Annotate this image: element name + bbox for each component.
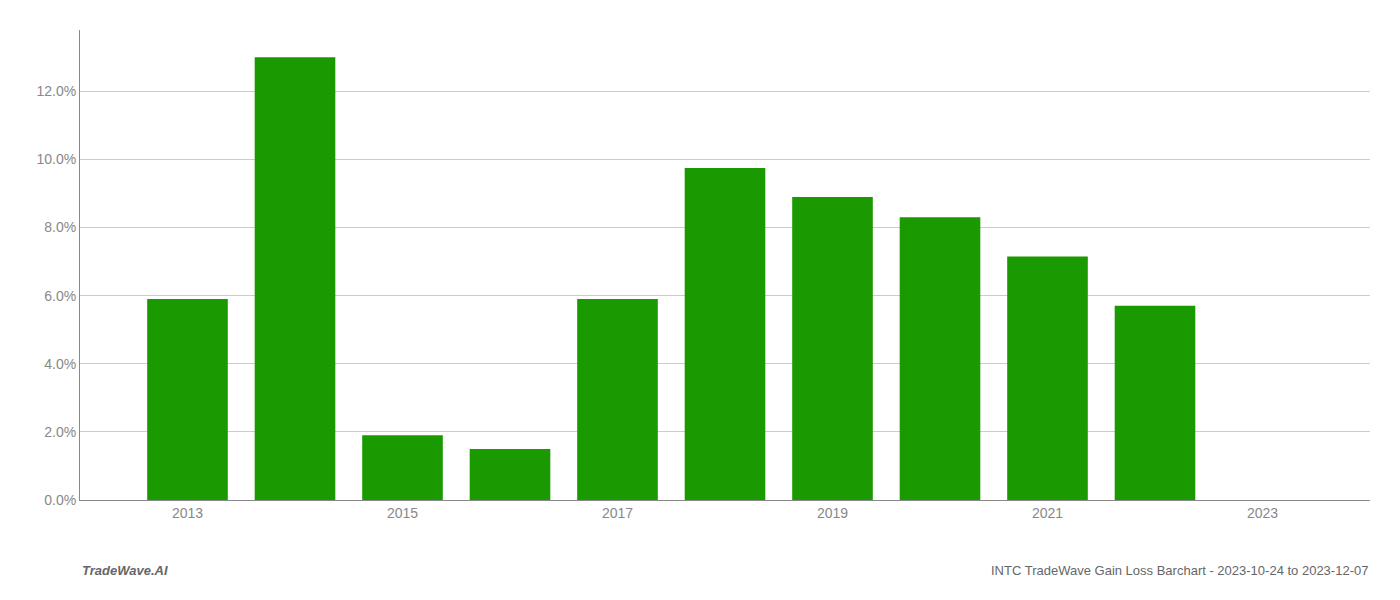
svg-text:0.0%: 0.0%	[44, 492, 76, 508]
svg-text:8.0%: 8.0%	[44, 219, 76, 235]
svg-text:6.0%: 6.0%	[44, 288, 76, 304]
svg-text:2.0%: 2.0%	[44, 424, 76, 440]
svg-text:2023: 2023	[1247, 505, 1278, 521]
svg-text:INTC TradeWave Gain Loss Barch: INTC TradeWave Gain Loss Barchart - 2023…	[991, 563, 1368, 578]
svg-text:2017: 2017	[602, 505, 633, 521]
svg-text:4.0%: 4.0%	[44, 356, 76, 372]
svg-text:12.0%: 12.0%	[36, 83, 76, 99]
svg-text:2021: 2021	[1032, 505, 1063, 521]
svg-text:2013: 2013	[172, 505, 203, 521]
svg-text:TradeWave.AI: TradeWave.AI	[82, 563, 168, 578]
svg-text:2019: 2019	[817, 505, 848, 521]
svg-text:2015: 2015	[387, 505, 418, 521]
svg-text:10.0%: 10.0%	[36, 151, 76, 167]
